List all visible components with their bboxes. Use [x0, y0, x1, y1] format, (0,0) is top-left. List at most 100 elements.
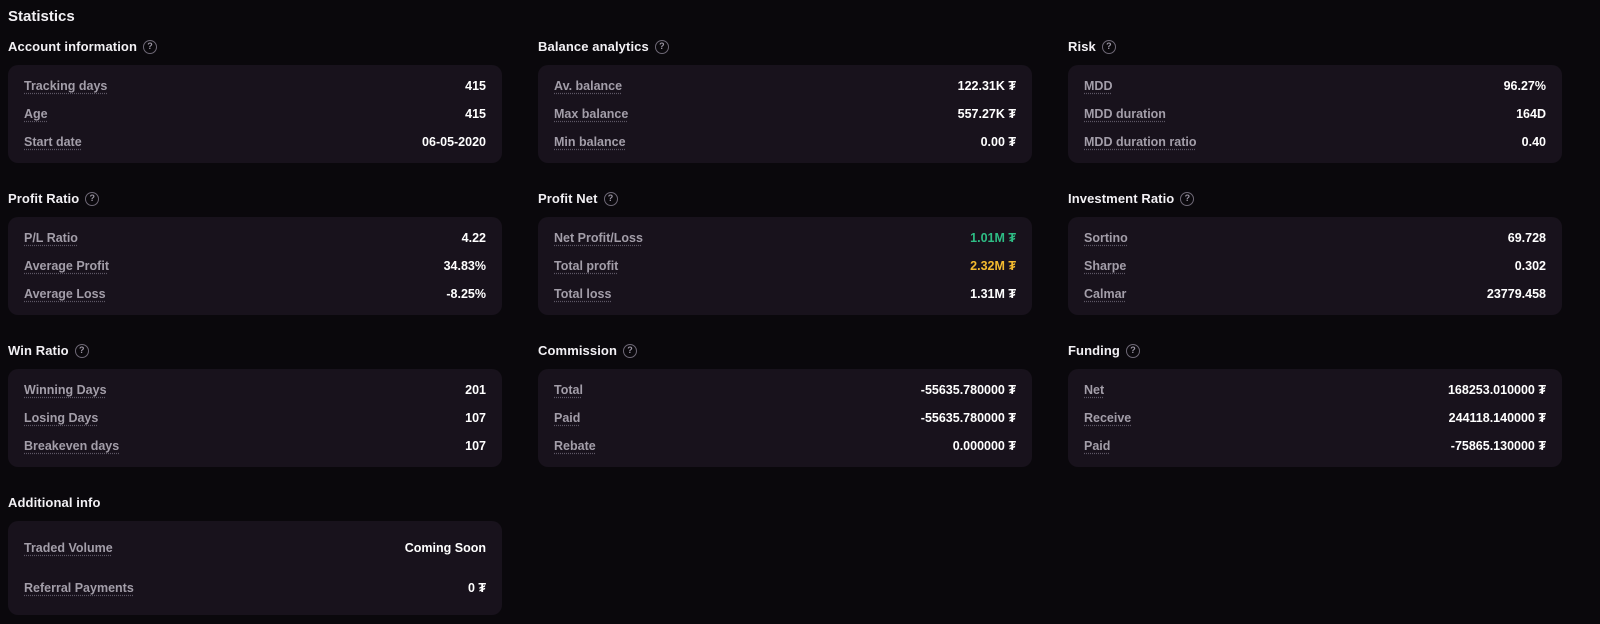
- stat-row: Winning Days 201: [24, 376, 486, 404]
- stat-label[interactable]: Winning Days: [24, 383, 107, 397]
- stat-label[interactable]: Total profit: [554, 259, 619, 273]
- stat-card: Sortino 69.728 Sharpe 0.302 Calmar 23779…: [1068, 217, 1562, 315]
- stat-row: Rebate 0.000000 ₮: [554, 432, 1016, 460]
- section-header: Funding: [1068, 343, 1562, 358]
- stat-value: -8.25%: [446, 287, 486, 301]
- stat-label[interactable]: Age: [24, 107, 48, 121]
- stat-label[interactable]: Net Profit/Loss: [554, 231, 643, 245]
- stat-row: Sharpe 0.302: [1084, 252, 1546, 280]
- stat-row: Average Loss -8.25%: [24, 280, 486, 308]
- stat-value: 244118.140000 ₮: [1448, 411, 1546, 425]
- page-title: Statistics: [8, 8, 75, 25]
- stat-label[interactable]: Traded Volume: [24, 541, 113, 555]
- info-icon[interactable]: [1101, 39, 1116, 54]
- stat-label[interactable]: Paid: [1084, 439, 1111, 453]
- section-header: Risk: [1068, 39, 1562, 54]
- stat-value: 23779.458: [1486, 287, 1546, 301]
- stat-label[interactable]: Sharpe: [1084, 259, 1127, 273]
- stat-label[interactable]: P/L Ratio: [24, 231, 78, 245]
- stat-label[interactable]: Max balance: [554, 107, 629, 121]
- section-title: Additional info: [8, 495, 101, 510]
- stat-label[interactable]: MDD duration: [1084, 107, 1166, 121]
- stat-label[interactable]: Referral Payments: [24, 581, 134, 595]
- stat-value: 2.32M ₮: [970, 259, 1016, 273]
- stat-card: Net 168253.010000 ₮ Receive 244118.14000…: [1068, 369, 1562, 467]
- stat-label[interactable]: Start date: [24, 135, 82, 149]
- stat-row: Av. balance 122.31K ₮: [554, 72, 1016, 100]
- section-title: Investment Ratio: [1068, 191, 1175, 206]
- stat-value: 107: [465, 411, 486, 425]
- info-icon[interactable]: [1125, 343, 1140, 358]
- stat-label[interactable]: Paid: [554, 411, 581, 425]
- card-commission: Commission Total -55635.780000 ₮ Paid -5…: [538, 343, 1032, 467]
- stat-row: Total -55635.780000 ₮: [554, 376, 1016, 404]
- stat-card: Tracking days 415 Age 415 Start date 06-…: [8, 65, 502, 163]
- card-profit-ratio: Profit Ratio P/L Ratio 4.22 Average Prof…: [8, 191, 502, 315]
- stat-row: Total profit 2.32M ₮: [554, 252, 1016, 280]
- section-header: Profit Ratio: [8, 191, 502, 206]
- stat-row: MDD duration ratio 0.40: [1084, 128, 1546, 156]
- stat-label[interactable]: Calmar: [1084, 287, 1127, 301]
- stat-label[interactable]: Average Profit: [24, 259, 109, 273]
- stat-row: Paid -55635.780000 ₮: [554, 404, 1016, 432]
- stat-row: Net Profit/Loss 1.01M ₮: [554, 224, 1016, 252]
- info-icon[interactable]: [603, 191, 618, 206]
- info-icon[interactable]: [623, 343, 638, 358]
- stat-row: MDD 96.27%: [1084, 72, 1546, 100]
- section-header: Profit Net: [538, 191, 1032, 206]
- stat-row: P/L Ratio 4.22: [24, 224, 486, 252]
- section-header: Additional info: [8, 495, 502, 510]
- stat-card: P/L Ratio 4.22 Average Profit 34.83% Ave…: [8, 217, 502, 315]
- stat-label[interactable]: MDD duration ratio: [1084, 135, 1197, 149]
- info-icon[interactable]: [654, 39, 669, 54]
- stat-label[interactable]: Total: [554, 383, 583, 397]
- stat-label[interactable]: MDD: [1084, 79, 1113, 93]
- card-balance-analytics: Balance analytics Av. balance 122.31K ₮ …: [538, 39, 1032, 163]
- info-icon[interactable]: [85, 191, 100, 206]
- stat-value: 0 ₮: [467, 581, 486, 595]
- stat-row: Min balance 0.00 ₮: [554, 128, 1016, 156]
- card-additional-info: Additional info Traded Volume Coming Soo…: [8, 495, 502, 615]
- section-header: Investment Ratio: [1068, 191, 1562, 206]
- stat-value: 69.728: [1507, 231, 1546, 245]
- stat-value: 4.22: [461, 231, 486, 245]
- stat-row: Sortino 69.728: [1084, 224, 1546, 252]
- section-title: Commission: [538, 343, 618, 358]
- stat-label[interactable]: Sortino: [1084, 231, 1128, 245]
- section-title: Balance analytics: [538, 39, 649, 54]
- stat-label[interactable]: Receive: [1084, 411, 1132, 425]
- stat-label[interactable]: Average Loss: [24, 287, 106, 301]
- stat-label[interactable]: Net: [1084, 383, 1105, 397]
- stat-label[interactable]: Av. balance: [554, 79, 623, 93]
- section-title: Win Ratio: [8, 343, 69, 358]
- stat-row: Net 168253.010000 ₮: [1084, 376, 1546, 404]
- stat-row: Tracking days 415: [24, 72, 486, 100]
- section-title: Account information: [8, 39, 138, 54]
- stat-value: 107: [465, 439, 486, 453]
- stat-label[interactable]: Losing Days: [24, 411, 99, 425]
- stat-row: Calmar 23779.458: [1084, 280, 1546, 308]
- stat-value: 168253.010000 ₮: [1447, 383, 1546, 397]
- stat-label[interactable]: Breakeven days: [24, 439, 120, 453]
- card-funding: Funding Net 168253.010000 ₮ Receive 2441…: [1068, 343, 1562, 467]
- info-icon[interactable]: [1180, 191, 1195, 206]
- section-title: Profit Ratio: [8, 191, 80, 206]
- stat-row: Max balance 557.27K ₮: [554, 100, 1016, 128]
- stat-value: 164D: [1516, 107, 1546, 121]
- stat-row: Traded Volume Coming Soon: [24, 528, 486, 568]
- stat-value: 557.27K ₮: [957, 107, 1016, 121]
- stat-row: Age 415: [24, 100, 486, 128]
- card-win-ratio: Win Ratio Winning Days 201 Losing Days 1…: [8, 343, 502, 467]
- stat-label[interactable]: Total loss: [554, 287, 612, 301]
- stat-value: 415: [465, 107, 486, 121]
- stat-value: 06-05-2020: [422, 135, 486, 149]
- stat-label[interactable]: Tracking days: [24, 79, 108, 93]
- card-investment-ratio: Investment Ratio Sortino 69.728 Sharpe 0…: [1068, 191, 1562, 315]
- section-header: Account information: [8, 39, 502, 54]
- stat-label[interactable]: Rebate: [554, 439, 596, 453]
- info-icon[interactable]: [74, 343, 89, 358]
- stat-value: 96.27%: [1503, 79, 1546, 93]
- stat-card: Net Profit/Loss 1.01M ₮ Total profit 2.3…: [538, 217, 1032, 315]
- info-icon[interactable]: [143, 39, 158, 54]
- stat-label[interactable]: Min balance: [554, 135, 626, 149]
